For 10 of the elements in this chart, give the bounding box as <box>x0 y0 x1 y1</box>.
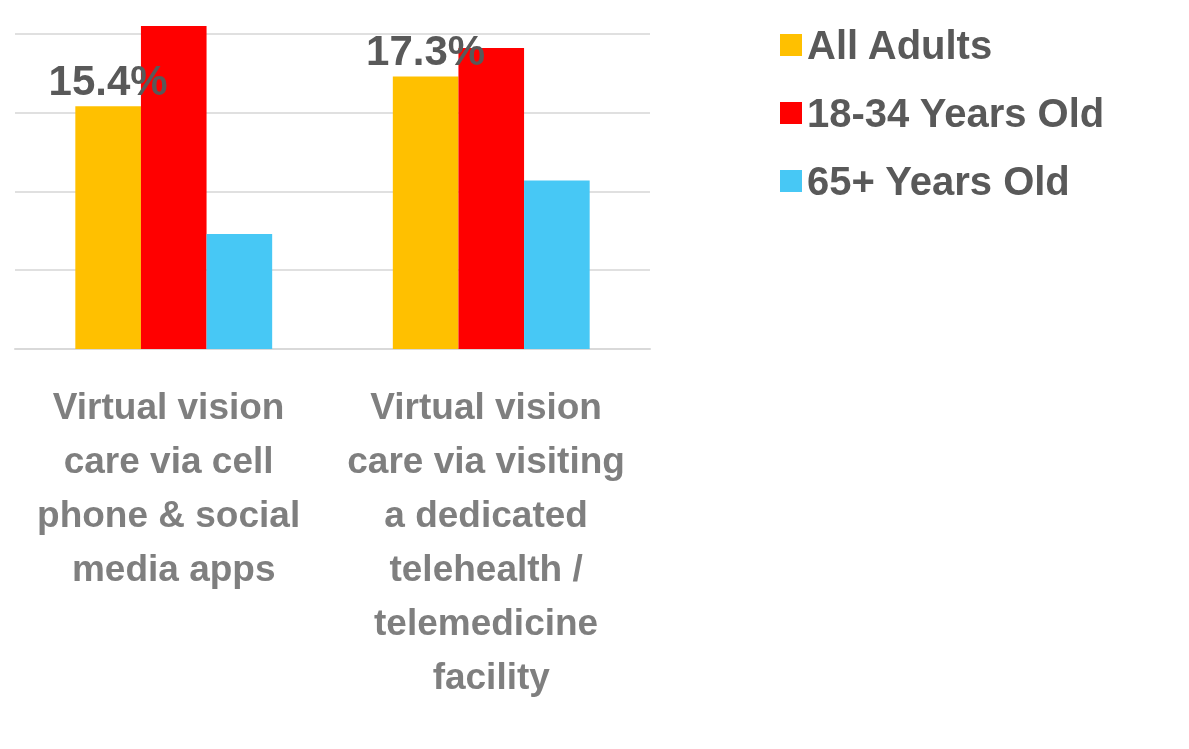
legend-label: 18-34 Years Old <box>807 91 1105 135</box>
x-tick-label: Virtual vision care via cell phone & social media apps <box>37 385 311 589</box>
bar <box>206 233 273 349</box>
bar <box>75 106 141 349</box>
x-tick-label: Virtual vision care via visiting a dedicated telehealth / telemedicine facility <box>347 385 636 697</box>
legend-label: 65+ Years Old <box>807 159 1070 203</box>
bar <box>392 76 459 349</box>
bar <box>524 180 590 349</box>
data-label: 17.3% <box>366 26 486 74</box>
legend-label: All Adults <box>807 23 993 67</box>
